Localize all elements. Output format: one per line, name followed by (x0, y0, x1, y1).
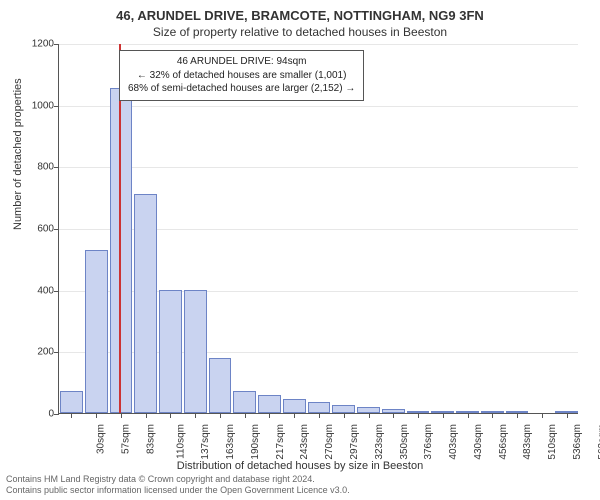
histogram-bar (308, 402, 331, 413)
footer-attribution: Contains HM Land Registry data © Crown c… (6, 474, 350, 497)
y-tick-label: 800 (14, 162, 54, 173)
x-tick-label: 483sqm (522, 424, 533, 460)
histogram-bar (184, 290, 207, 413)
x-tick-label: 243sqm (300, 424, 311, 460)
x-tick-label: 83sqm (145, 424, 156, 454)
x-tick-label: 350sqm (399, 424, 410, 460)
histogram-bar (283, 399, 306, 413)
x-tick-label: 297sqm (349, 424, 360, 460)
histogram-bar (85, 250, 108, 413)
histogram-bar (110, 88, 133, 413)
x-tick-label: 30sqm (96, 424, 107, 454)
annotation-line-1: 46 ARUNDEL DRIVE: 94sqm (128, 55, 355, 69)
footer-line-2: Contains public sector information licen… (6, 485, 350, 496)
y-tick-label: 400 (14, 285, 54, 296)
x-tick-label: 137sqm (201, 424, 212, 460)
histogram-bar (258, 395, 281, 414)
y-tick-label: 0 (14, 409, 54, 420)
plot-area: 46 ARUNDEL DRIVE: 94sqm ← 32% of detache… (58, 44, 578, 414)
x-tick-label: 323sqm (374, 424, 385, 460)
annotation-line-3: 68% of semi-detached houses are larger (… (128, 82, 355, 96)
x-tick-label: 190sqm (250, 424, 261, 460)
footer-line-1: Contains HM Land Registry data © Crown c… (6, 474, 350, 485)
x-axis-label: Distribution of detached houses by size … (0, 460, 600, 472)
x-tick-label: 456sqm (498, 424, 509, 460)
y-tick-label: 200 (14, 347, 54, 358)
histogram-bar (233, 391, 256, 413)
x-tick-label: 217sqm (275, 424, 286, 460)
annotation-box: 46 ARUNDEL DRIVE: 94sqm ← 32% of detache… (119, 50, 364, 101)
y-tick-label: 1200 (14, 39, 54, 50)
x-tick-label: 376sqm (423, 424, 434, 460)
histogram-bar (159, 290, 182, 413)
x-tick-label: 270sqm (324, 424, 335, 460)
chart-title-sub: Size of property relative to detached ho… (0, 23, 600, 39)
annotation-line-2: ← 32% of detached houses are smaller (1,… (128, 69, 355, 83)
x-tick-label: 536sqm (572, 424, 583, 460)
histogram-bar (332, 405, 355, 413)
histogram-bar (60, 391, 83, 413)
histogram-bar (209, 358, 232, 414)
y-tick-label: 1000 (14, 100, 54, 111)
x-tick-label: 403sqm (448, 424, 459, 460)
x-tick-label: 430sqm (473, 424, 484, 460)
chart-title-main: 46, ARUNDEL DRIVE, BRAMCOTE, NOTTINGHAM,… (0, 0, 600, 23)
x-tick-label: 510sqm (547, 424, 558, 460)
histogram-chart: 46, ARUNDEL DRIVE, BRAMCOTE, NOTTINGHAM,… (0, 0, 600, 500)
x-tick-label: 110sqm (175, 424, 186, 459)
histogram-bar (134, 194, 157, 413)
y-tick-label: 600 (14, 224, 54, 235)
x-tick-label: 163sqm (225, 424, 236, 460)
x-tick-label: 57sqm (121, 424, 132, 454)
